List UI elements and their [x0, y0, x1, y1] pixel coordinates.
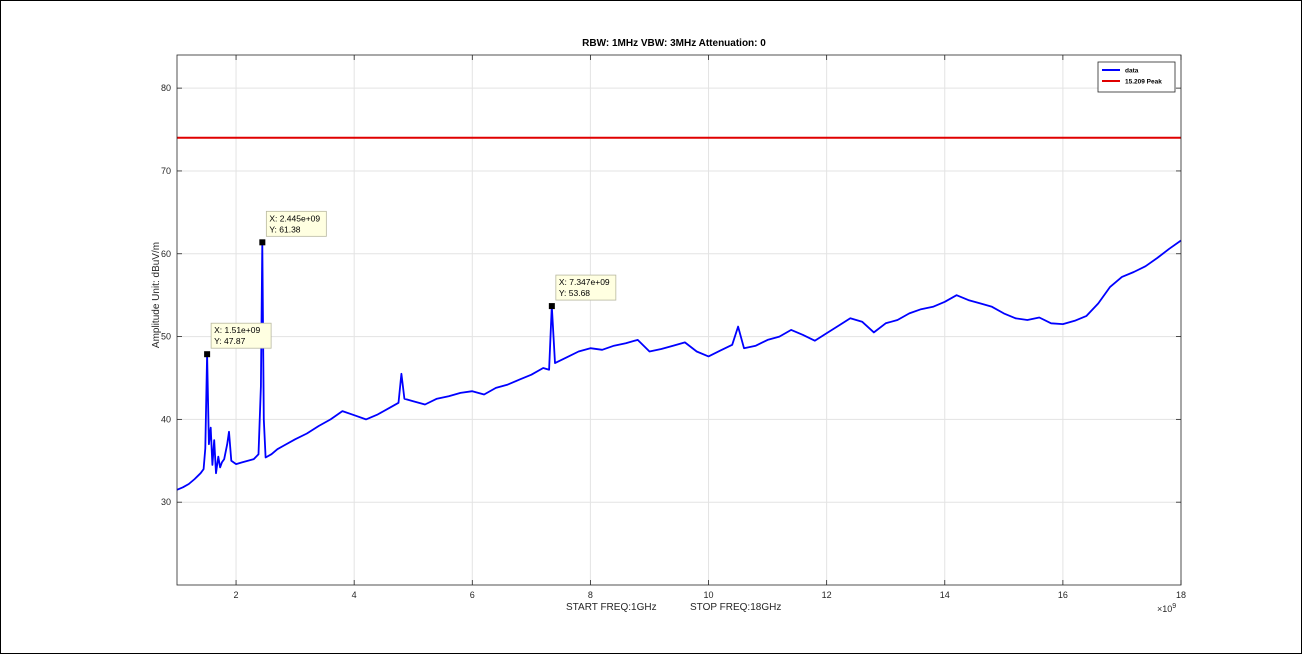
x-tick-label: 18: [1176, 590, 1186, 600]
x-tick-label: 16: [1058, 590, 1068, 600]
y-tick-label: 40: [161, 414, 171, 424]
datatip-x-label: X: 1.51e+09: [214, 325, 260, 335]
x-tick-label: 4: [352, 590, 357, 600]
x-multiplier-base: ×10: [1157, 604, 1172, 614]
datatip-y-label: Y: 47.87: [214, 336, 245, 346]
datatip-marker: [204, 351, 211, 358]
legend-entry: 15.209 Peak: [1125, 79, 1162, 86]
x-tick-label: 14: [940, 590, 950, 600]
x-multiplier-exponent: 9: [1172, 603, 1176, 610]
datatip-x-label: X: 2.445e+09: [269, 213, 320, 223]
datatip-y-label: Y: 53.68: [559, 288, 590, 298]
axes-box: [176, 54, 1182, 586]
x-tick-label: 12: [822, 590, 832, 600]
y-tick-label: 30: [161, 497, 171, 507]
y-tick-label: 70: [161, 166, 171, 176]
legend-entry: data: [1125, 68, 1139, 75]
y-axis-label: Amplitude Unit: dBuV/m: [151, 242, 162, 348]
datatip-box: [265, 210, 327, 237]
datatip-y-label: Y: 61.38: [269, 224, 300, 234]
x-tick-label: 10: [704, 590, 714, 600]
y-tick-label: 80: [161, 83, 171, 93]
x-tick-label: 2: [234, 590, 239, 600]
plot-area: [177, 55, 1181, 585]
datatip-marker: [259, 239, 266, 246]
datatip-x-label: X: 7.347e+09: [559, 277, 610, 287]
x-axis-label-start: START FREQ:1GHz: [566, 602, 657, 613]
y-tick-label: 60: [161, 249, 171, 259]
y-tick-label: 50: [161, 332, 171, 342]
x-axis-multiplier: ×109: [1157, 603, 1176, 614]
grid-lines: [177, 55, 1182, 585]
datatip-marker: [548, 303, 555, 310]
chart-title: RBW: 1MHz VBW: 3MHz Attenuation: 0: [582, 38, 766, 49]
legend-box: [1097, 61, 1176, 93]
x-tick-label: 6: [470, 590, 475, 600]
datatip-box: [555, 274, 617, 301]
series-line-data: [176, 239, 1182, 491]
x-tick-label: 8: [588, 590, 593, 600]
x-axis-label-stop: STOP FREQ:18GHz: [690, 602, 781, 613]
datatip-box: [210, 322, 272, 349]
